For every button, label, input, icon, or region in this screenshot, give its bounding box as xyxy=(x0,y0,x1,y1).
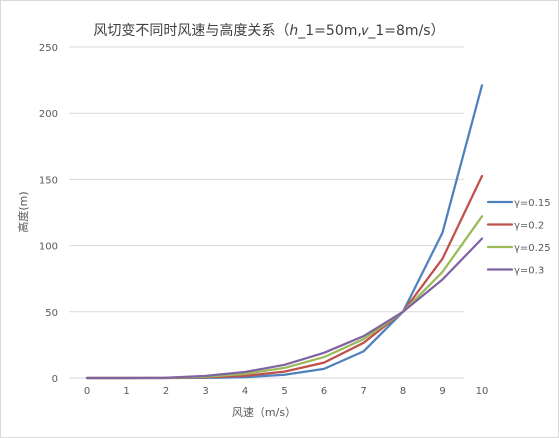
y-tick-label: 150 xyxy=(39,175,58,186)
legend-label: γ=0.2 xyxy=(514,221,544,232)
y-tick-label: 0 xyxy=(52,374,58,385)
y-tick-label: 200 xyxy=(39,109,58,120)
x-tick-label: 6 xyxy=(321,386,327,397)
x-tick-label: 8 xyxy=(400,386,406,397)
x-tick-label: 5 xyxy=(281,386,287,397)
series-line-3 xyxy=(85,237,484,380)
series-line-0 xyxy=(85,84,484,380)
y-axis-label: 高度(m) xyxy=(16,191,30,232)
chart-title: 风切变不同时风速与高度关系（ℎ_1=50m,𝑣_1=8m/s） xyxy=(93,22,444,39)
x-tick-labels: 0 1 2 3 4 5 6 7 8 9 10 xyxy=(84,386,489,397)
series-line-2 xyxy=(85,215,484,380)
gridlines xyxy=(69,46,464,379)
x-tick-label: 1 xyxy=(123,386,129,397)
x-tick-label: 2 xyxy=(163,386,169,397)
y-tick-label: 50 xyxy=(45,308,58,319)
x-tick-label: 7 xyxy=(360,386,366,397)
x-axis-label: 风速（m/s） xyxy=(232,406,296,419)
legend-label: γ=0.15 xyxy=(514,198,551,209)
x-tick-label: 3 xyxy=(202,386,208,397)
series-line-1 xyxy=(85,174,484,380)
y-tick-labels: 0 50 100 150 200 250 xyxy=(39,43,58,385)
x-tick-label: 10 xyxy=(476,386,489,397)
series-lines xyxy=(85,84,484,380)
x-tick-label: 0 xyxy=(84,386,90,397)
y-tick-label: 250 xyxy=(39,43,58,54)
legend-label: γ=0.25 xyxy=(514,243,551,254)
y-tick-label: 100 xyxy=(39,242,58,253)
legend: γ=0.15 γ=0.2 γ=0.25 γ=0.3 xyxy=(486,198,551,277)
legend-label: γ=0.3 xyxy=(514,266,544,277)
x-tick-label: 9 xyxy=(439,386,445,397)
x-tick-label: 4 xyxy=(242,386,248,397)
